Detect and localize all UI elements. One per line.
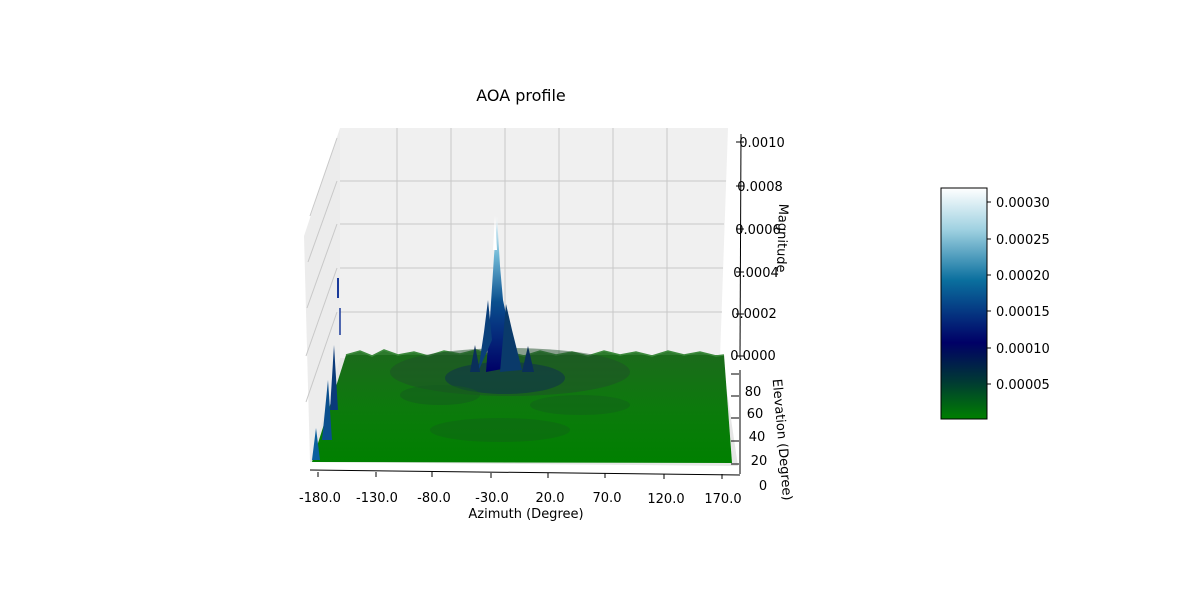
colorbar-tick-label: 0.00025	[996, 233, 1050, 248]
y-tick-label: 40	[749, 430, 766, 445]
z-tick-label: 0.0010	[739, 136, 785, 151]
colorbar-tick-label: 0.00020	[996, 269, 1050, 284]
x-tick-label: 170.0	[704, 492, 741, 507]
axis-lines	[309, 133, 742, 476]
x-tick-label: -80.0	[417, 491, 451, 506]
x-tick-label: 120.0	[647, 492, 684, 507]
z-axis-ticks	[736, 141, 744, 357]
back-pane	[340, 128, 728, 358]
y-tick-label: 0	[759, 479, 767, 494]
chart-title: AOA profile	[476, 86, 566, 105]
surface-plot	[312, 215, 732, 463]
colorbar-tick-label: 0.00010	[996, 342, 1050, 357]
colorbar-tick-label: 0.00030	[996, 196, 1050, 211]
grid-lines	[305, 128, 726, 403]
colorbar: 0.00005 0.00010 0.00015 0.00020 0.00025 …	[940, 187, 1050, 420]
z-tick-label: 0.0008	[737, 180, 783, 195]
colorbar-gradient	[940, 187, 988, 420]
z-axis-label: Magnitude	[773, 203, 790, 272]
y-tick-label: 60	[747, 407, 764, 422]
z-tick-labels: 0.0000 0.0002 0.0004 0.0006 0.0008 0.001…	[730, 136, 785, 364]
z-tick-label: 0.0006	[735, 223, 781, 238]
x-tick-labels: -180.0 -130.0 -80.0 -30.0 20.0 70.0 120.…	[299, 491, 742, 507]
z-tick-label: 0.0000	[730, 349, 776, 364]
x-tick-label: 70.0	[593, 491, 622, 506]
left-pane	[304, 128, 340, 462]
y-axis-label: Elevation (Degree)	[769, 378, 795, 501]
z-tick-label: 0.0004	[733, 266, 779, 281]
x-tick-label: -180.0	[299, 491, 341, 506]
z-tick-label: 0.0002	[731, 307, 777, 322]
x-tick-label: -30.0	[475, 491, 509, 506]
x-axis-ticks	[317, 472, 723, 479]
y-tick-labels: 0 20 40 60 80	[745, 385, 768, 494]
y-axis-ticks	[731, 373, 739, 465]
x-axis-label: Azimuth (Degree)	[468, 507, 583, 522]
colorbar-tick-label: 0.00005	[996, 378, 1050, 393]
x-tick-label: 20.0	[536, 491, 565, 506]
colorbar-tick-label: 0.00015	[996, 305, 1050, 320]
x-tick-label: -130.0	[356, 491, 398, 506]
y-tick-label: 80	[745, 385, 762, 400]
y-tick-label: 20	[751, 454, 768, 469]
colorbar-ticks	[987, 201, 991, 385]
